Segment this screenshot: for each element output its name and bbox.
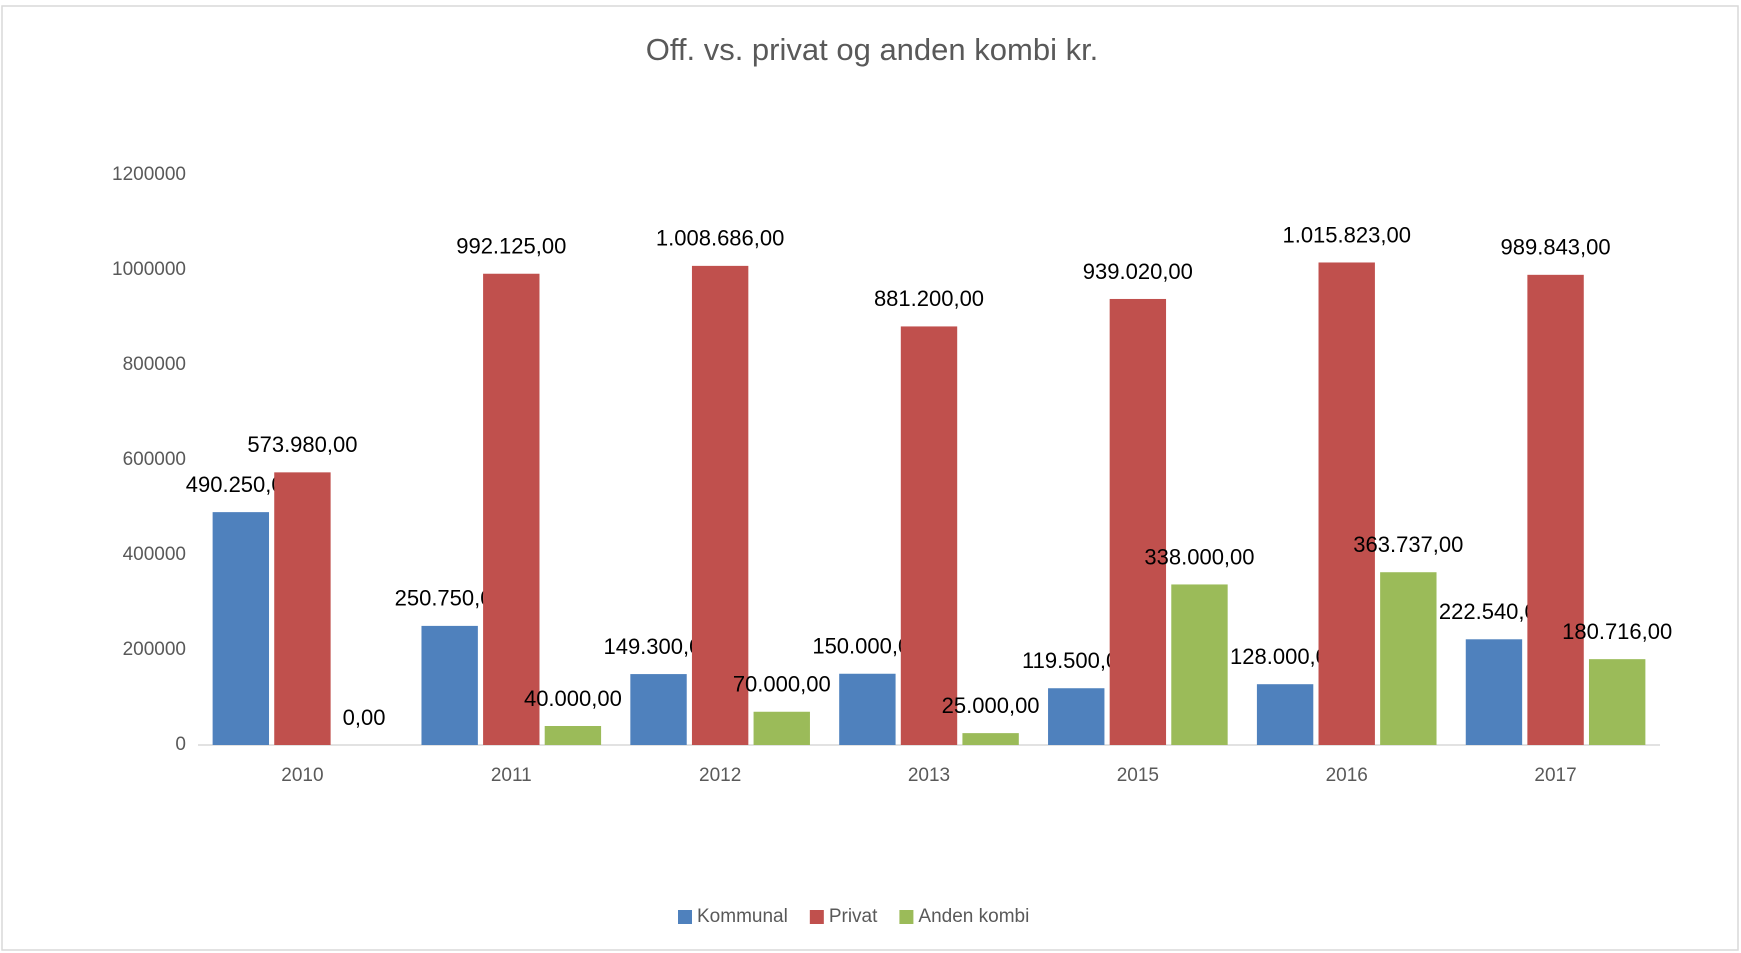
- data-label: 1.008.686,00: [656, 226, 784, 251]
- bar: [212, 512, 270, 745]
- legend-label: Kommunal: [697, 906, 788, 927]
- bar: [839, 673, 896, 745]
- data-label: 25.000,00: [942, 693, 1040, 718]
- legend-label: Anden kombi: [918, 906, 1029, 927]
- bar: [1588, 659, 1646, 745]
- data-label: 1.015.823,00: [1282, 222, 1410, 247]
- data-label: 40.000,00: [524, 686, 622, 711]
- bar: [753, 711, 810, 745]
- x-tick-label: 2016: [1326, 765, 1368, 786]
- bar: [1171, 584, 1228, 745]
- y-tick-label: 1200000: [112, 164, 186, 185]
- bar: [544, 726, 602, 745]
- bar: [1318, 262, 1375, 745]
- bar: [900, 326, 958, 745]
- x-tick-label: 2012: [699, 765, 741, 786]
- data-label: 0,00: [343, 705, 386, 730]
- bar: [1527, 274, 1584, 745]
- bar: [691, 265, 749, 745]
- x-tick-label: 2013: [908, 765, 950, 786]
- x-tick-label: 2010: [281, 765, 323, 786]
- data-label: 338.000,00: [1144, 544, 1254, 569]
- bar: [1465, 639, 1523, 745]
- legend-swatch: [809, 910, 824, 924]
- legend-swatch: [678, 910, 692, 924]
- data-label: 573.980,00: [247, 432, 357, 457]
- data-label: 70.000,00: [733, 672, 831, 697]
- y-tick-label: 400000: [123, 544, 186, 565]
- x-tick-label: 2017: [1534, 765, 1576, 786]
- x-tick-label: 2011: [491, 765, 532, 786]
- bar: [1380, 572, 1437, 745]
- y-tick-label: 200000: [123, 639, 186, 660]
- data-label: 881.200,00: [874, 286, 984, 311]
- data-label: 992.125,00: [456, 234, 566, 259]
- bar: [483, 273, 540, 745]
- chart-title: Off. vs. privat og anden kombi kr.: [646, 32, 1099, 67]
- bar: [421, 625, 478, 745]
- bar: [1048, 688, 1105, 745]
- bar: [630, 674, 687, 745]
- legend-swatch: [899, 910, 914, 924]
- bar: [274, 472, 331, 745]
- y-tick-label: 800000: [123, 354, 186, 375]
- y-tick-label: 1000000: [112, 259, 186, 280]
- bar: [962, 733, 1019, 745]
- legend-label: Privat: [829, 906, 878, 927]
- data-label: 363.737,00: [1353, 532, 1463, 557]
- y-tick-label: 0: [175, 734, 186, 755]
- data-label: 989.843,00: [1501, 235, 1611, 260]
- y-tick-label: 600000: [123, 449, 186, 470]
- data-label: 180.716,00: [1562, 619, 1672, 644]
- data-label: 939.020,00: [1083, 259, 1193, 284]
- bar: [1256, 684, 1314, 745]
- bar: [1109, 298, 1167, 745]
- x-tick-label: 2015: [1117, 765, 1159, 786]
